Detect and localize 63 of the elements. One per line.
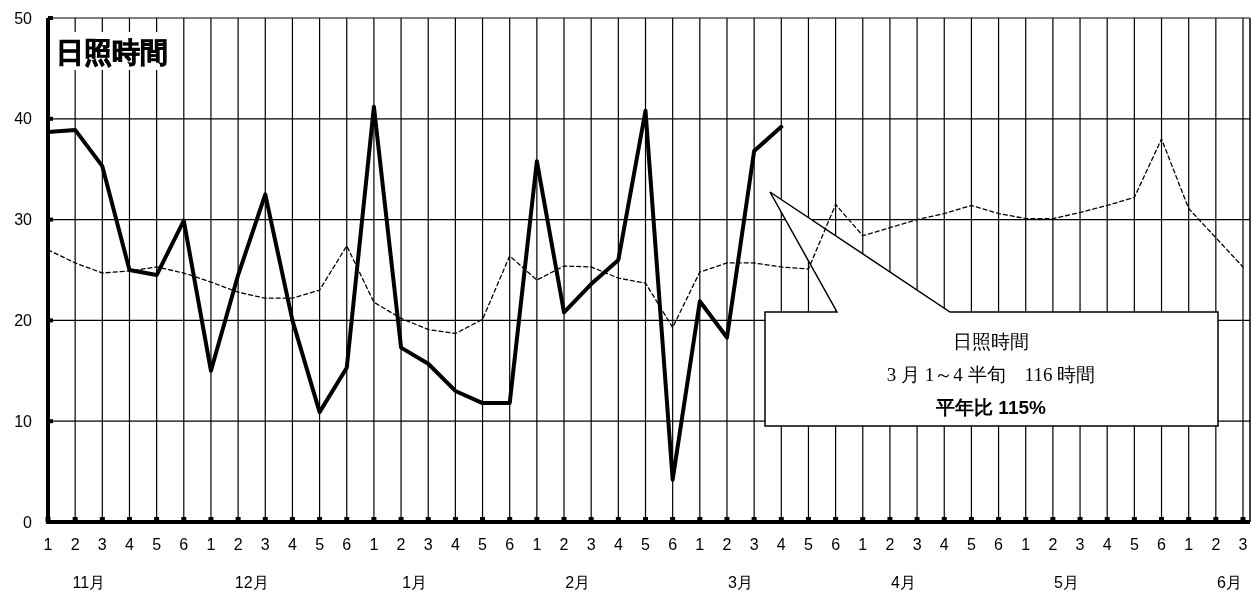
x-tick-label: 3 <box>97 536 107 553</box>
x-tick-label: 6 <box>505 536 515 553</box>
x-tick-label: 4 <box>613 536 623 553</box>
x-tick-label: 1 <box>206 536 216 553</box>
x-tick-label: 6 <box>994 536 1004 553</box>
y-tick-label: 50 <box>14 9 33 27</box>
x-tick-label: 4 <box>125 536 135 553</box>
annotation: 3 月 1～4 半旬 116 時間 <box>886 364 1096 385</box>
x-tick-label: 5 <box>152 536 162 553</box>
x-tick-label: 6 <box>342 536 352 553</box>
y-tick-label: 20 <box>14 312 33 329</box>
y-tick-label: 30 <box>14 211 33 229</box>
x-tick-label: 1 <box>858 536 868 553</box>
x-tick-label: 2 <box>396 536 406 553</box>
x-tick-label: 6 <box>831 536 841 553</box>
text: 日照時間 <box>56 37 168 68</box>
y-tick-label: 0 <box>23 513 33 531</box>
x-tick-label: 2 <box>885 536 895 553</box>
x-tick-label: 1 <box>369 536 379 553</box>
x-tick-label: 1 <box>1184 536 1194 553</box>
x-tick-label: 3 <box>260 536 270 553</box>
x-tick-label: 3 <box>1075 536 1085 553</box>
text: 5月 <box>1054 574 1079 591</box>
text: 6月 <box>1216 574 1242 591</box>
y-tick-label: 10 <box>14 412 33 430</box>
x-tick-label: 5 <box>315 536 325 553</box>
x-tick-label: 5 <box>641 536 651 553</box>
x-tick-label: 3 <box>912 536 922 553</box>
annotation: 日照時間 <box>953 331 1029 352</box>
x-tick-label: 3 <box>586 536 596 553</box>
x-tick-label: 1 <box>532 536 542 553</box>
x-tick-label: 5 <box>478 536 488 553</box>
x-tick-label: 4 <box>1102 536 1112 553</box>
x-tick-label: 4 <box>450 536 460 553</box>
text: 11月 <box>72 574 106 591</box>
x-tick-label: 1 <box>695 536 705 553</box>
x-tick-label: 5 <box>1129 536 1139 553</box>
x-tick-label: 2 <box>722 536 732 553</box>
x-tick-label: 4 <box>939 536 949 553</box>
x-tick-label: 3 <box>749 536 759 553</box>
y-tick-label: 40 <box>14 110 33 128</box>
x-tick-label: 3 <box>423 536 433 553</box>
x-tick-label: 5 <box>966 536 976 553</box>
x-tick-label: 6 <box>668 536 678 553</box>
x-tick-label: 3 <box>1238 536 1248 553</box>
text: 1月 <box>402 574 428 591</box>
text: 4月 <box>891 574 916 591</box>
x-tick-label: 1 <box>1021 536 1031 553</box>
x-tick-label: 1 <box>43 536 53 553</box>
x-tick-label: 6 <box>179 536 189 553</box>
x-tick-label: 2 <box>559 536 569 553</box>
text: 3月 <box>728 574 754 591</box>
text: 12月 <box>234 574 269 591</box>
x-tick-label: 2 <box>1048 536 1058 553</box>
x-tick-label: 2 <box>1211 536 1221 553</box>
x-tick-label: 6 <box>1157 536 1167 553</box>
annotation: 平年比 115% <box>935 397 1047 418</box>
text: 2月 <box>565 574 591 591</box>
x-tick-label: 4 <box>776 536 786 553</box>
x-tick-label: 4 <box>287 536 297 553</box>
x-tick-label: 2 <box>233 536 243 553</box>
x-tick-label: 2 <box>70 536 80 553</box>
x-tick-label: 5 <box>804 536 813 553</box>
